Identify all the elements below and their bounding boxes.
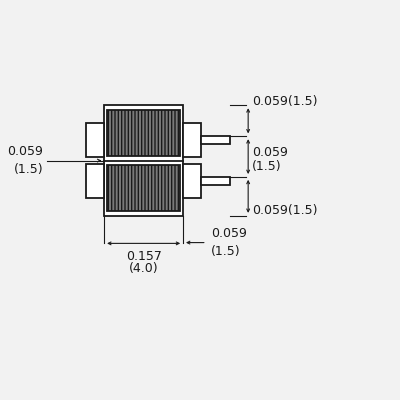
Text: 0.059: 0.059: [7, 145, 43, 158]
Bar: [107, 165, 180, 211]
Bar: [86, 124, 104, 157]
Bar: [201, 136, 230, 144]
Text: (1.5): (1.5): [252, 160, 282, 173]
Text: 0.059: 0.059: [252, 146, 288, 159]
Bar: [86, 164, 104, 198]
Text: 0.059(1.5): 0.059(1.5): [252, 95, 318, 108]
Text: 0.059(1.5): 0.059(1.5): [252, 204, 318, 217]
Text: (4.0): (4.0): [129, 262, 158, 275]
Text: (1.5): (1.5): [14, 163, 43, 176]
Text: (1.5): (1.5): [211, 245, 240, 258]
Bar: [201, 177, 230, 185]
Bar: [183, 124, 201, 157]
Text: 0.157: 0.157: [126, 250, 162, 264]
Bar: [104, 105, 183, 216]
Bar: [107, 110, 180, 156]
Bar: [183, 164, 201, 198]
Text: 0.059: 0.059: [211, 228, 246, 240]
